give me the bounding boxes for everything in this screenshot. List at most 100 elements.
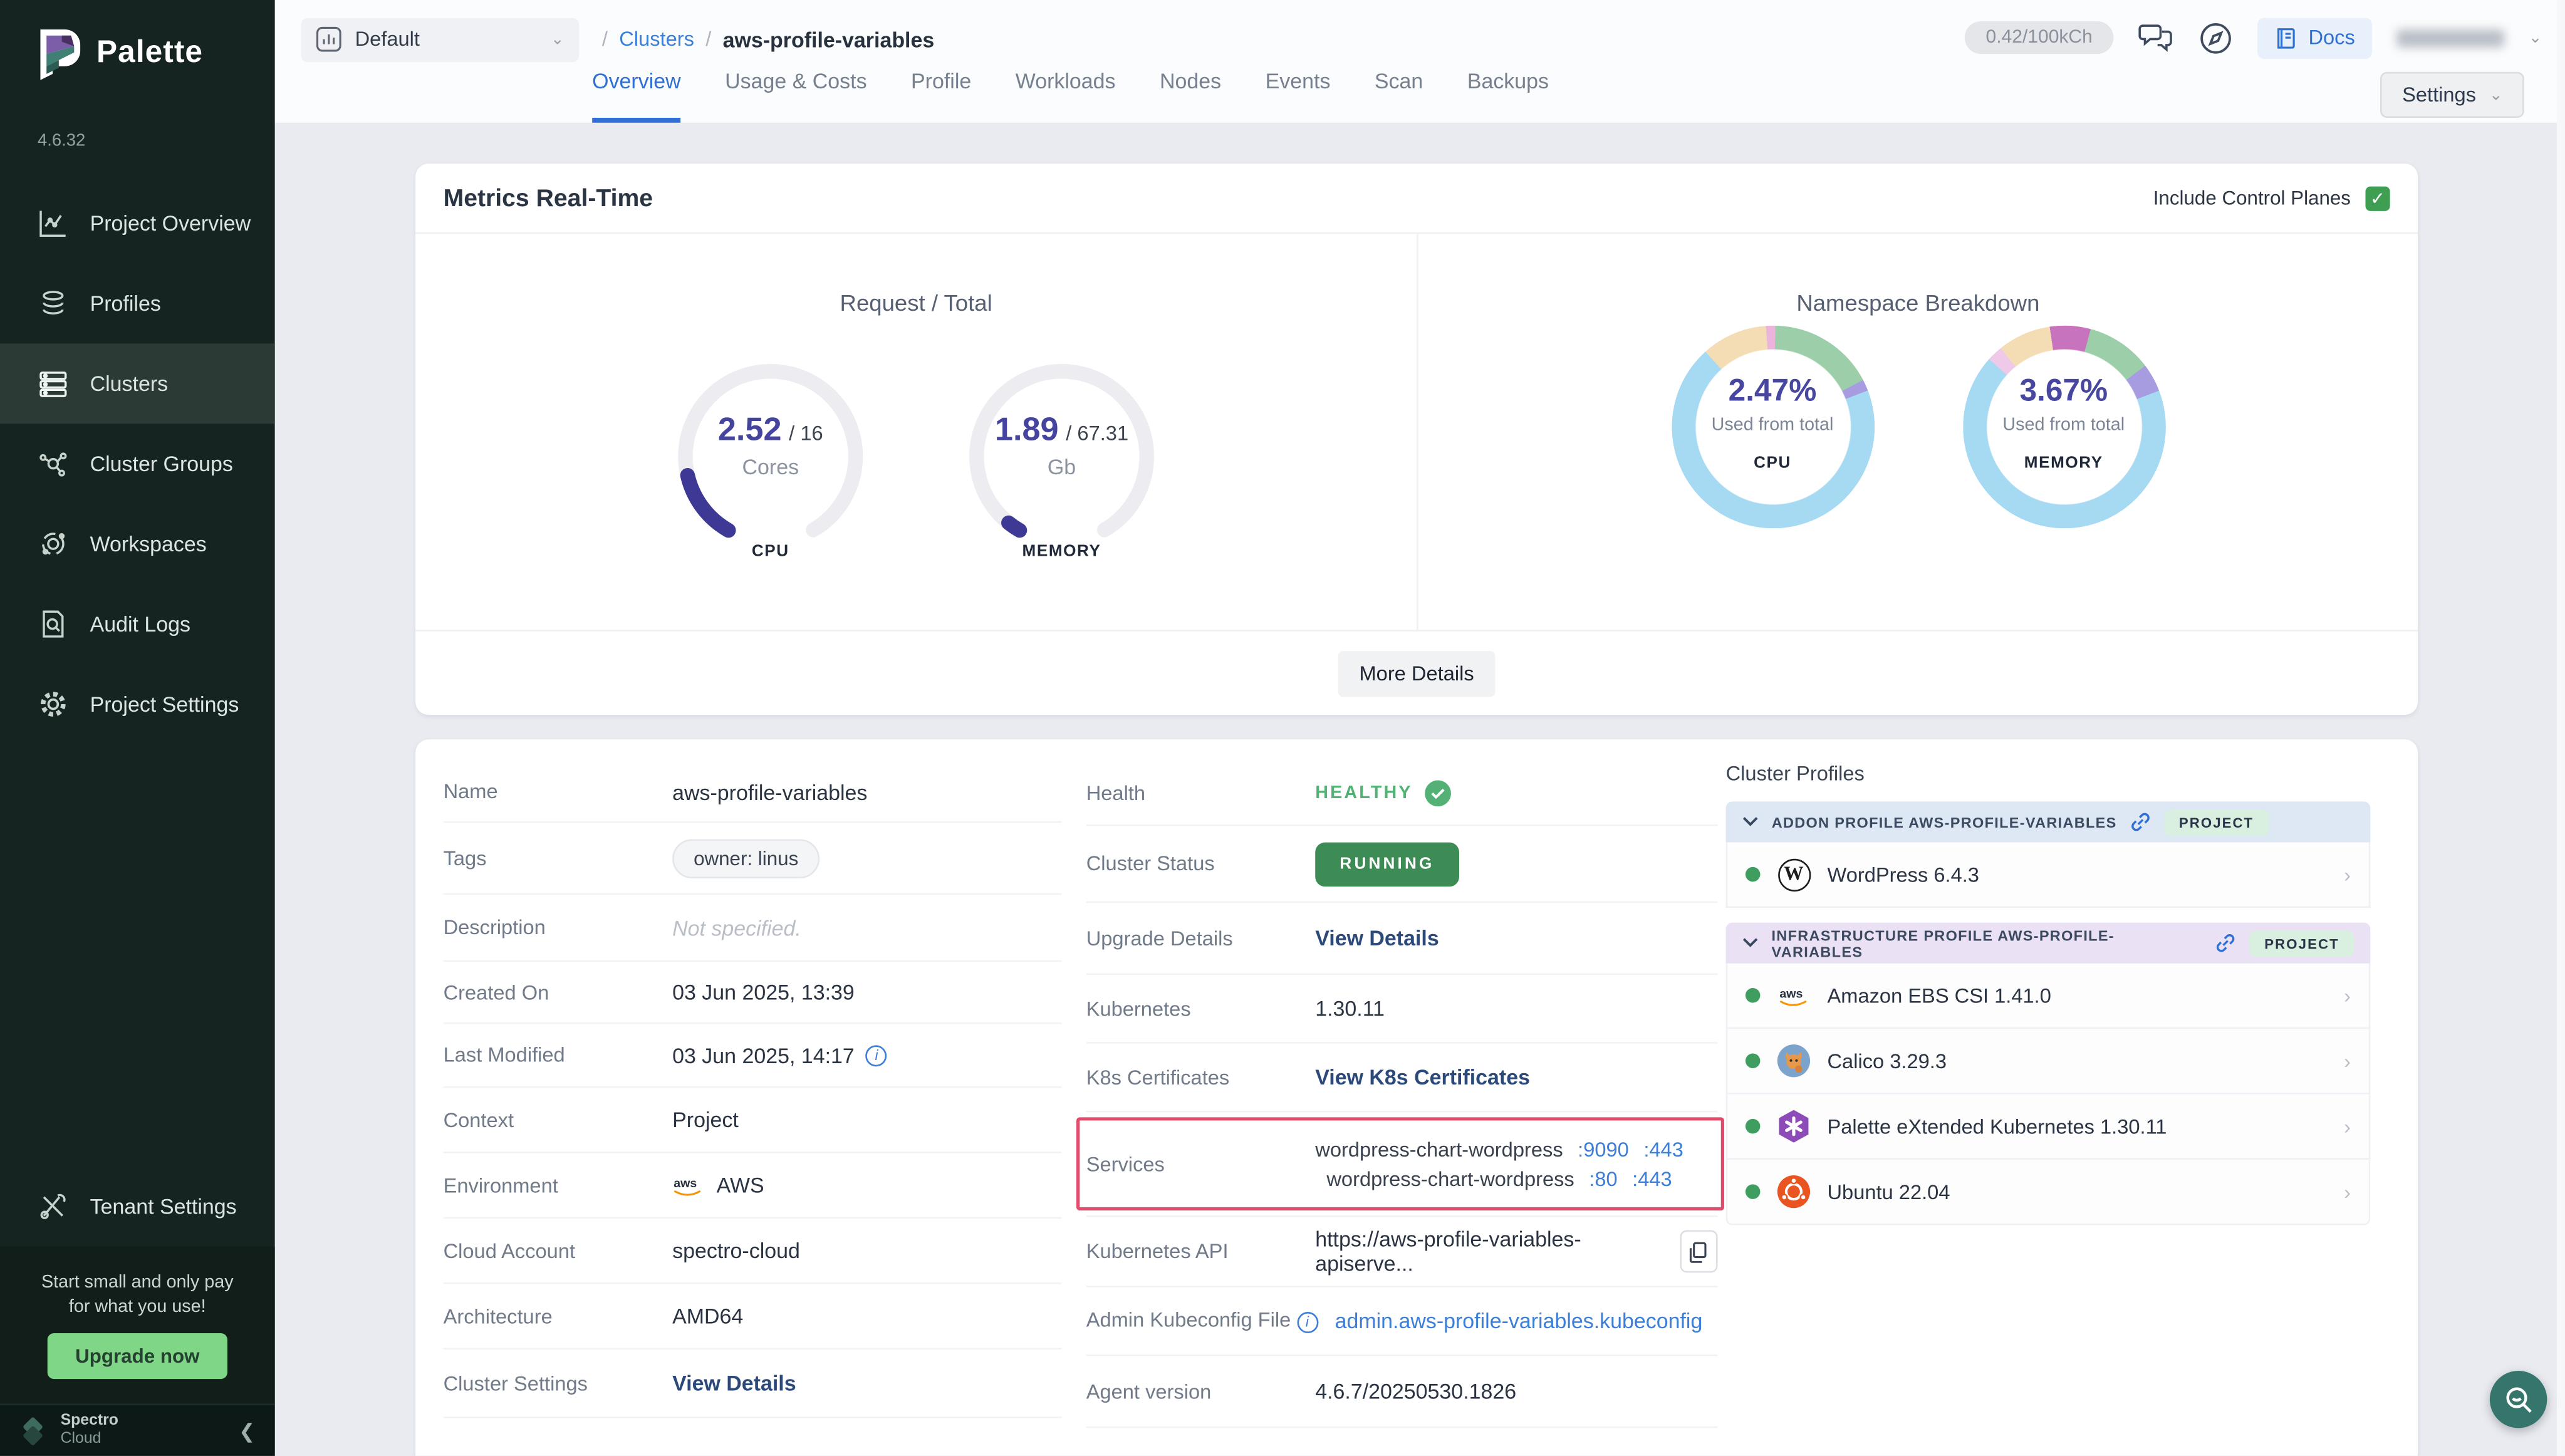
detail-row-cluster-status: Cluster Status RUNNING bbox=[1086, 826, 1718, 903]
chevron-down-icon: ⌄ bbox=[2489, 86, 2503, 104]
breadcrumb-separator: / bbox=[705, 28, 712, 51]
view-k8s-certificates-link[interactable]: View K8s Certificates bbox=[1315, 1064, 1531, 1089]
chat-icon[interactable] bbox=[2138, 21, 2174, 54]
profile-layer-ubuntu[interactable]: Ubuntu 22.04 › bbox=[1725, 1160, 2371, 1225]
sidebar-item-label: Workspaces bbox=[90, 531, 207, 556]
clusters-icon bbox=[36, 367, 68, 400]
upgrade-now-button[interactable]: Upgrade now bbox=[47, 1333, 227, 1380]
profile-layer-wordpress[interactable]: W WordPress 6.4.3 › bbox=[1725, 842, 2371, 908]
docs-button[interactable]: Docs bbox=[2257, 17, 2371, 58]
cluster-groups-icon bbox=[36, 447, 68, 480]
kubeconfig-download-link[interactable]: admin.aws-profile-variables.kubeconfig bbox=[1335, 1308, 1703, 1333]
app-version: 4.6.32 bbox=[38, 130, 86, 151]
project-selector-value: Default bbox=[355, 28, 420, 51]
detail-row-environment: Environment aws AWS bbox=[443, 1153, 1062, 1219]
help-search-button[interactable] bbox=[2489, 1371, 2547, 1428]
top-right-actions: 0.42/100kCh Docs ⌄ bbox=[1964, 13, 2542, 62]
cluster-tabs: Overview Usage & Costs Profile Workloads… bbox=[592, 69, 1549, 123]
sidebar-item-label: Clusters bbox=[90, 371, 169, 396]
detail-row-architecture: Architecture AMD64 bbox=[443, 1284, 1062, 1350]
magnifier-icon bbox=[2505, 1386, 2531, 1412]
detail-row-context: Context Project bbox=[443, 1088, 1062, 1153]
service-entry: wordpress-chart-wordpress :80 :443 bbox=[1326, 1167, 1672, 1190]
copy-button[interactable] bbox=[1679, 1230, 1718, 1273]
settings-button[interactable]: Settings ⌄ bbox=[2381, 71, 2524, 118]
tab-profile[interactable]: Profile bbox=[911, 68, 972, 93]
tab-backups[interactable]: Backups bbox=[1467, 68, 1549, 93]
status-dot bbox=[1745, 988, 1761, 1003]
project-overview-icon bbox=[36, 207, 68, 239]
detail-row-description: Description Not specified. bbox=[443, 895, 1062, 962]
sidebar-item-profiles[interactable]: Profiles bbox=[0, 263, 275, 343]
page-scrollbar[interactable] bbox=[2556, 0, 2565, 1456]
cluster-settings-view-details-link[interactable]: View Details bbox=[672, 1371, 796, 1396]
sidebar-item-clusters[interactable]: Clusters bbox=[0, 343, 275, 424]
project-selector[interactable]: Default ⌄ bbox=[301, 17, 580, 61]
sidebar-item-label: Project Settings bbox=[90, 692, 239, 717]
tools-icon bbox=[36, 1190, 68, 1223]
profile-layer-ebs-csi[interactable]: aws Amazon EBS CSI 1.41.0 › bbox=[1725, 963, 2371, 1029]
chevron-right-icon: › bbox=[2344, 1049, 2351, 1073]
user-menu-chevron-icon[interactable]: ⌄ bbox=[2528, 28, 2542, 47]
tab-workloads[interactable]: Workloads bbox=[1015, 68, 1116, 93]
sidebar-item-project-overview[interactable]: Project Overview bbox=[0, 183, 275, 263]
chevron-right-icon: › bbox=[2344, 984, 2351, 1007]
detail-row-kubernetes-api: Kubernetes API https://aws-profile-varia… bbox=[1086, 1217, 1718, 1287]
link-icon[interactable] bbox=[2215, 932, 2237, 954]
namespace-memory-donut: 3.67% Used from total MEMORY bbox=[1962, 325, 2165, 529]
service-port-link[interactable]: :80 bbox=[1589, 1167, 1618, 1190]
tab-usage-costs[interactable]: Usage & Costs bbox=[725, 68, 867, 93]
sidebar-item-cluster-groups[interactable]: Cluster Groups bbox=[0, 424, 275, 504]
link-icon[interactable] bbox=[2130, 811, 2151, 833]
tab-nodes[interactable]: Nodes bbox=[1160, 68, 1222, 93]
breadcrumb: Default ⌄ / Clusters / aws-profile-varia… bbox=[301, 16, 934, 62]
collapse-sidebar-icon[interactable]: ❮ bbox=[239, 1419, 256, 1442]
chevron-down-icon bbox=[1742, 817, 1758, 826]
profile-layer-label: Ubuntu 22.04 bbox=[1827, 1180, 1950, 1204]
breadcrumb-current: aws-profile-variables bbox=[722, 27, 935, 52]
detail-row-services: Services wordpress-chart-wordpress :9090… bbox=[1076, 1112, 1724, 1217]
project-scope-badge: PROJECT bbox=[2249, 930, 2354, 957]
profile-layer-label: Palette eXtended Kubernetes 1.30.11 bbox=[1827, 1115, 2167, 1138]
kubernetes-api-url: https://aws-profile-variables-apiserve..… bbox=[1315, 1227, 1581, 1276]
sidebar-item-tenant-settings[interactable]: Tenant Settings bbox=[0, 1167, 275, 1247]
sidebar-item-workspaces[interactable]: Workspaces bbox=[0, 504, 275, 584]
detail-row-tags: Tags owner: linus bbox=[443, 823, 1062, 895]
service-port-link[interactable]: :443 bbox=[1632, 1167, 1672, 1190]
sidebar-item-audit-logs[interactable]: Audit Logs bbox=[0, 584, 275, 664]
profile-layer-label: WordPress 6.4.3 bbox=[1827, 863, 1979, 886]
detail-row-cluster-settings: Cluster Settings View Details bbox=[443, 1349, 1062, 1418]
addon-profile-section-header[interactable]: ADDON PROFILE AWS-PROFILE-VARIABLES PROJ… bbox=[1725, 801, 2371, 843]
profile-layer-pxk[interactable]: Palette eXtended Kubernetes 1.30.11 › bbox=[1725, 1094, 2371, 1160]
settings-label: Settings bbox=[2402, 83, 2477, 107]
memory-gauge-label: MEMORY bbox=[1022, 543, 1101, 561]
detail-row-admin-kubeconfig: Admin Kubeconfig File i admin.aws-profil… bbox=[1086, 1287, 1718, 1356]
detail-row-k8s-certificates: K8s Certificates View K8s Certificates bbox=[1086, 1044, 1718, 1113]
service-port-link[interactable]: :443 bbox=[1643, 1137, 1683, 1161]
sidebar-item-project-settings[interactable]: Project Settings bbox=[0, 664, 275, 744]
service-port-link[interactable]: :9090 bbox=[1578, 1137, 1629, 1161]
infrastructure-profile-section-header[interactable]: INFRASTRUCTURE PROFILE AWS-PROFILE-VARIA… bbox=[1725, 922, 2371, 964]
include-control-planes-checkbox[interactable]: ✓ bbox=[2365, 185, 2390, 211]
tab-events[interactable]: Events bbox=[1265, 68, 1331, 93]
namespace-cpu-donut: 2.47% Used from total CPU bbox=[1671, 325, 1874, 529]
brand-name: Palette bbox=[96, 36, 204, 71]
upgrade-view-details-link[interactable]: View Details bbox=[1315, 925, 1439, 950]
tab-overview[interactable]: Overview bbox=[592, 69, 681, 123]
health-status: HEALTHY bbox=[1315, 783, 1413, 804]
info-icon[interactable]: i bbox=[866, 1044, 888, 1066]
more-details-button[interactable]: More Details bbox=[1338, 650, 1496, 696]
workspaces-icon bbox=[36, 528, 68, 560]
compass-icon[interactable] bbox=[2199, 21, 2234, 55]
user-name-redacted[interactable] bbox=[2396, 28, 2504, 47]
memory-gauge: 1.89 / 67.31 Gb MEMORY bbox=[964, 358, 1160, 561]
profile-layer-label: Amazon EBS CSI 1.41.0 bbox=[1827, 984, 2051, 1007]
project-chart-icon bbox=[316, 26, 341, 52]
spectro-cloud-wordmark: Spectro Cloud bbox=[60, 1411, 118, 1447]
cpu-unit: Cores bbox=[742, 454, 799, 480]
tab-scan[interactable]: Scan bbox=[1374, 68, 1423, 93]
profile-layer-calico[interactable]: Calico 3.29.3 › bbox=[1725, 1029, 2371, 1095]
details-middle-column: Health HEALTHY Cluster Status RUNNING Up… bbox=[1076, 762, 1724, 1428]
info-icon[interactable]: i bbox=[1296, 1311, 1318, 1333]
breadcrumb-clusters-link[interactable]: Clusters bbox=[619, 28, 694, 51]
